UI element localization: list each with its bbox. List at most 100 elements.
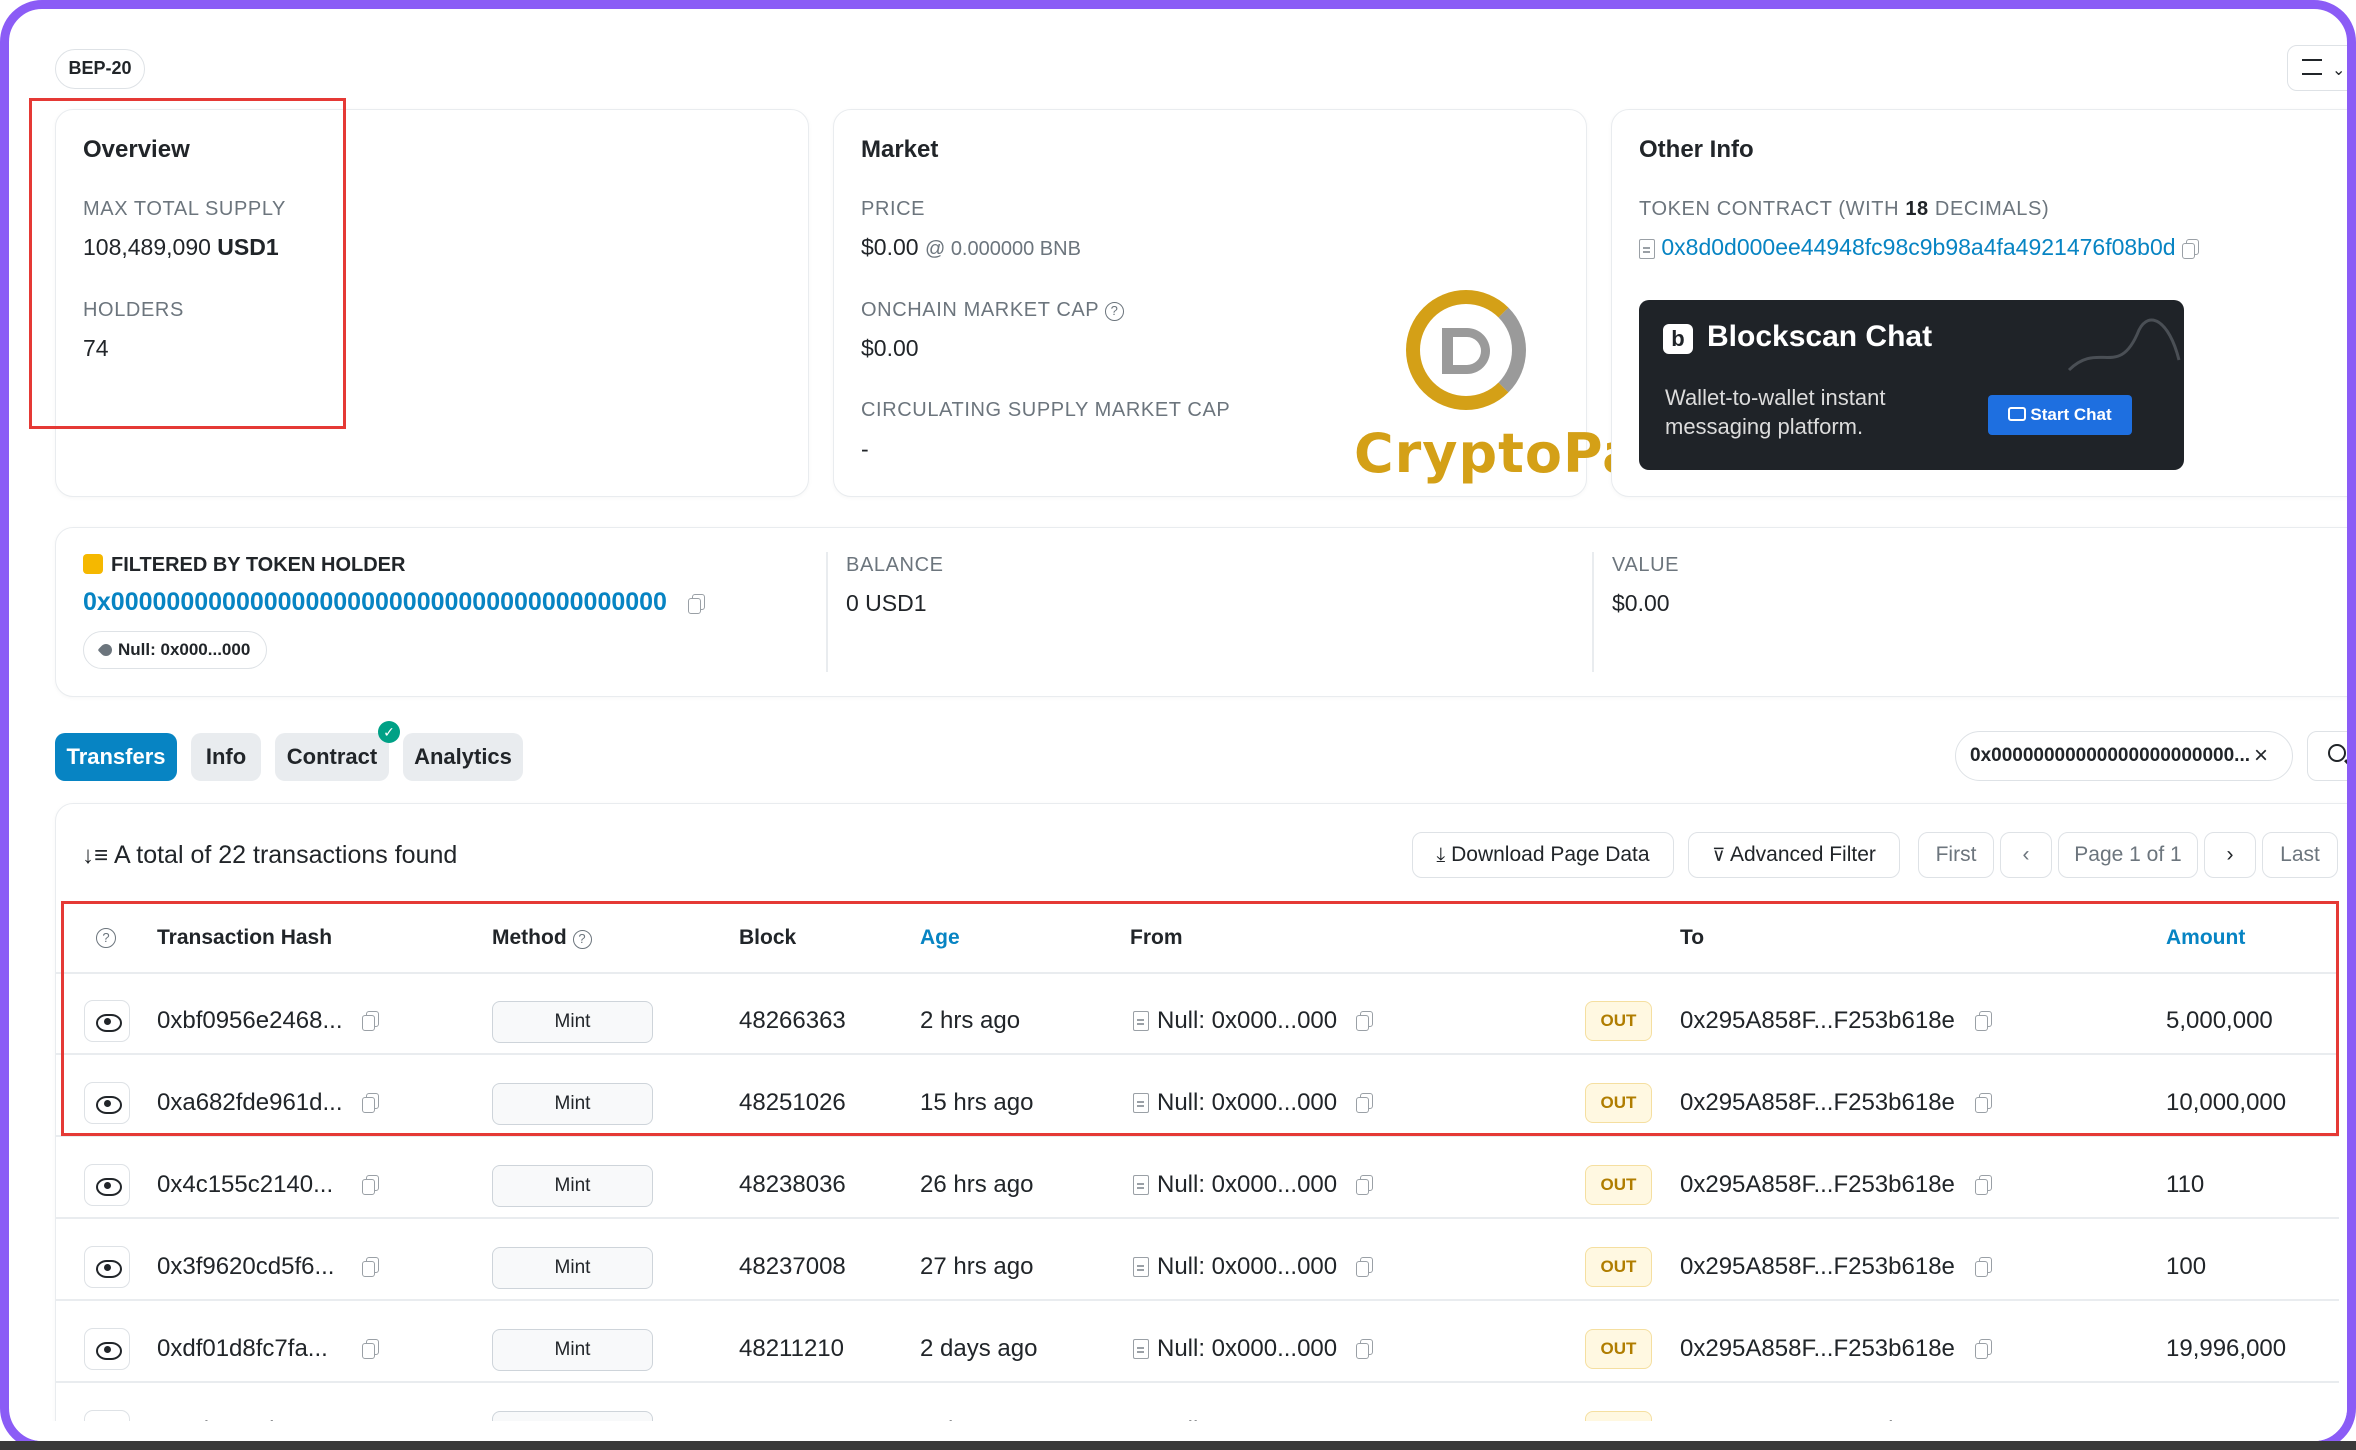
block-link[interactable]: 48238036: [739, 1171, 846, 1198]
tab-analytics[interactable]: Analytics: [403, 733, 523, 781]
direction-badge: OUT: [1585, 1001, 1652, 1041]
price-bnb: @ 0.000000 BNB: [924, 238, 1081, 260]
row-separator: [56, 1299, 2339, 1301]
copy-icon[interactable]: [687, 593, 705, 614]
search-icon-handle: [2344, 759, 2347, 768]
row-separator: [56, 1381, 2339, 1383]
tx-hash-link[interactable]: 0x3f9620cd5f6...: [157, 1253, 335, 1280]
price-value: $0.00 @ 0.000000 BNB: [861, 234, 1081, 260]
block-link[interactable]: 48251026: [739, 1089, 846, 1116]
search-button[interactable]: [2307, 731, 2347, 781]
divider: [1592, 552, 1594, 672]
rows-highlight-box: [61, 901, 2339, 1136]
view-details-button[interactable]: [84, 1246, 130, 1288]
tx-hash-link[interactable]: 0xbf0956e2468...: [157, 1007, 343, 1034]
view-details-button[interactable]: [84, 1328, 130, 1370]
holder-address-link[interactable]: 0x00000000000000000000000000000000000000…: [83, 588, 667, 616]
tx-hash-link[interactable]: 0xa682fde961d...: [157, 1089, 343, 1116]
search-filter-chip[interactable]: 0x00000000000000000000000... ×: [1955, 731, 2293, 781]
block-link[interactable]: 48266363: [739, 1007, 846, 1034]
ad-brand: Blockscan Chat: [1707, 320, 1933, 353]
blockscan-chat-ad[interactable]: b Blockscan Chat Wallet-to-wallet instan…: [1639, 300, 2184, 470]
copy-icon[interactable]: [1975, 1011, 1992, 1031]
to-address-link[interactable]: 0x295A858F...F253b618e: [1680, 1253, 1955, 1280]
copy-icon[interactable]: [362, 1175, 379, 1195]
amount-value: 19,996,000: [2166, 1335, 2287, 1362]
pager-last-button[interactable]: Last: [2262, 832, 2338, 878]
header-age[interactable]: Age: [920, 926, 960, 949]
holder-tag: Null: 0x000...000: [83, 631, 268, 669]
contact-card-icon: [83, 554, 103, 574]
to-address-link[interactable]: 0x295A858F...F253b618e: [1680, 1089, 1955, 1116]
header-info-icon[interactable]: ?: [96, 928, 116, 948]
copy-icon[interactable]: [1975, 1175, 1992, 1195]
tab-transfers[interactable]: Transfers: [55, 733, 177, 781]
header-separator: [56, 972, 2339, 974]
from-address[interactable]: Null: 0x000...000: [1157, 1007, 1338, 1034]
to-address-link[interactable]: 0x295A858F...F253b618e: [1680, 1171, 1955, 1198]
tx-hash-link[interactable]: 0xdf01d8fc7fa...: [157, 1335, 328, 1362]
advanced-filter-button[interactable]: ⊽ Advanced Filter: [1688, 832, 1900, 878]
divider: [826, 552, 828, 672]
pager-prev-button[interactable]: ‹: [2000, 832, 2052, 878]
copy-icon[interactable]: [1975, 1421, 1992, 1441]
pager-next-button[interactable]: ›: [2204, 832, 2256, 878]
copy-icon[interactable]: [1356, 1011, 1373, 1031]
copy-icon[interactable]: [362, 1421, 379, 1441]
view-details-button[interactable]: [84, 1164, 130, 1206]
block-link[interactable]: 48237008: [739, 1253, 846, 1280]
copy-icon[interactable]: [1356, 1421, 1373, 1441]
to-address-link[interactable]: 0x295A858F...F253b618e: [1680, 1007, 1955, 1034]
transfers-table-card: [55, 803, 2347, 1441]
view-details-button[interactable]: [84, 1000, 130, 1042]
max-supply-value: 108,489,090 USD1: [83, 234, 279, 260]
ad-tagline-2: messaging platform.: [1665, 414, 1864, 439]
copy-icon[interactable]: [362, 1339, 379, 1359]
value-label: VALUE: [1612, 554, 1680, 576]
help-icon[interactable]: ?: [572, 930, 592, 949]
start-chat-button[interactable]: Start Chat: [1988, 395, 2132, 435]
tx-hash-link[interactable]: 0x4c155c2140...: [157, 1171, 334, 1198]
from-address[interactable]: Null: 0x000...000: [1157, 1089, 1338, 1116]
method-badge: Mint: [492, 1247, 653, 1289]
other-info-title: Other Info: [1639, 136, 1754, 163]
from-address[interactable]: Null: 0x000...000: [1157, 1335, 1338, 1362]
chevron-down-icon: ⌄: [2332, 62, 2346, 79]
copy-icon[interactable]: [2181, 239, 2199, 260]
document-icon: [1133, 1093, 1149, 1113]
copy-icon[interactable]: [1356, 1175, 1373, 1195]
copy-icon[interactable]: [1356, 1257, 1373, 1277]
method-badge: Mint: [492, 1083, 653, 1125]
from-address[interactable]: Null: 0x000...000: [1157, 1253, 1338, 1280]
clear-filter-icon[interactable]: ×: [2254, 742, 2269, 769]
holder-address-row: 0x00000000000000000000000000000000000000…: [83, 588, 705, 617]
tag-icon: [97, 641, 115, 659]
ad-decoration-line: [2067, 318, 2181, 372]
from-address[interactable]: Null: 0x000...000: [1157, 1171, 1338, 1198]
copy-icon[interactable]: [362, 1257, 379, 1277]
age-value: 2 hrs ago: [920, 1007, 1021, 1034]
pager-first-button[interactable]: First: [1918, 832, 1994, 878]
contract-address-link[interactable]: 0x8d0d000ee44948fc98c9b98a4fa4921476f08b…: [1661, 234, 2176, 260]
copy-icon[interactable]: [1356, 1339, 1373, 1359]
table-summary: ↓≡ A total of 22 transactions found: [82, 841, 458, 869]
cryptopatel-logo: CryptoPatel: [1354, 290, 1723, 485]
copy-icon[interactable]: [1975, 1339, 1992, 1359]
amount-value: 5,000,000: [2166, 1007, 2273, 1034]
copy-icon[interactable]: [362, 1011, 379, 1031]
tab-contract[interactable]: Contract: [275, 733, 389, 781]
copy-icon[interactable]: [1975, 1093, 1992, 1113]
view-options-button[interactable]: ⌄: [2287, 45, 2347, 91]
to-address-link[interactable]: 0x295A858F...F253b618e: [1680, 1335, 1955, 1362]
copy-icon[interactable]: [362, 1093, 379, 1113]
block-link[interactable]: 48211210: [739, 1335, 844, 1362]
view-details-button[interactable]: [84, 1082, 130, 1124]
download-page-data-button[interactable]: ⤓ Download Page Data: [1412, 832, 1674, 878]
help-icon[interactable]: ?: [1105, 302, 1125, 321]
copy-icon[interactable]: [1975, 1257, 1992, 1277]
header-amount[interactable]: Amount: [2166, 926, 2246, 949]
age-value: 26 hrs ago: [920, 1171, 1034, 1198]
tab-info[interactable]: Info: [191, 733, 261, 781]
copy-icon[interactable]: [1356, 1093, 1373, 1113]
document-icon: [1133, 1011, 1149, 1031]
